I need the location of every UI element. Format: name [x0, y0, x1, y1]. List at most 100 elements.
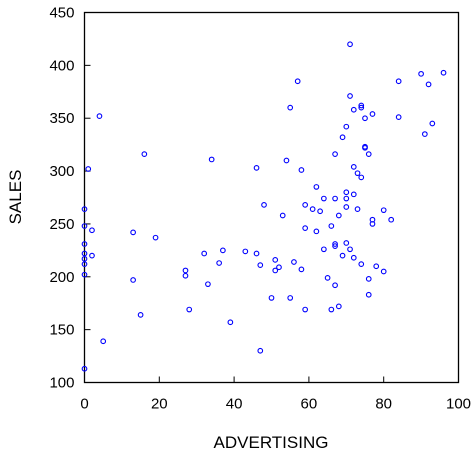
- data-point: [220, 247, 226, 254]
- data-point: [141, 151, 148, 158]
- data-point: [268, 295, 275, 301]
- data-point: [332, 282, 338, 289]
- y-tick-label: 450: [49, 5, 74, 22]
- data-points: [81, 41, 447, 372]
- data-point: [317, 208, 323, 215]
- data-point: [328, 306, 335, 313]
- data-point: [343, 240, 350, 246]
- x-tick-label: 60: [301, 396, 318, 413]
- data-point: [380, 268, 387, 275]
- data-point: [272, 267, 279, 274]
- data-point: [358, 104, 365, 111]
- data-point: [96, 113, 103, 119]
- data-point: [354, 170, 361, 177]
- data-point: [298, 167, 305, 173]
- data-point: [294, 78, 301, 85]
- data-point: [186, 306, 193, 313]
- data-point: [81, 271, 88, 278]
- data-point: [291, 259, 297, 265]
- data-point: [365, 276, 372, 282]
- x-tick-label: 20: [151, 396, 168, 413]
- data-point: [358, 261, 365, 267]
- data-point: [418, 70, 424, 77]
- data-point: [425, 81, 432, 88]
- data-point: [324, 274, 331, 281]
- data-point: [335, 303, 342, 310]
- data-point: [347, 41, 353, 48]
- data-point: [332, 151, 338, 158]
- data-point: [332, 243, 338, 249]
- data-point: [302, 225, 309, 232]
- data-point: [89, 227, 95, 234]
- data-point: [321, 246, 327, 253]
- x-tick-label: 40: [226, 396, 243, 413]
- data-point: [302, 202, 309, 208]
- data-point: [309, 206, 316, 212]
- data-point: [257, 262, 264, 269]
- data-point: [253, 250, 260, 257]
- data-point: [350, 254, 357, 261]
- data-point: [365, 291, 372, 298]
- data-point: [395, 78, 402, 85]
- data-point: [339, 252, 346, 259]
- data-point: [369, 111, 376, 117]
- y-tick-label: 400: [49, 57, 74, 74]
- data-point: [369, 216, 376, 223]
- data-point: [182, 272, 189, 279]
- data-point: [429, 120, 436, 127]
- data-point: [130, 277, 136, 283]
- data-point: [253, 165, 260, 171]
- x-axis-title: ADVERTISING: [214, 433, 329, 452]
- data-point: [388, 216, 395, 223]
- data-point: [201, 250, 208, 257]
- data-point: [321, 195, 327, 202]
- data-point: [350, 106, 357, 113]
- data-point: [373, 263, 380, 270]
- data-point: [81, 223, 88, 229]
- y-tick-label: 100: [49, 375, 74, 392]
- data-point: [283, 157, 290, 164]
- data-point: [81, 365, 88, 372]
- data-point: [354, 206, 361, 212]
- data-point: [343, 204, 350, 210]
- data-point: [313, 228, 320, 235]
- y-tick-label: 300: [49, 163, 74, 180]
- x-tick-label: 80: [375, 396, 392, 413]
- data-point: [343, 123, 350, 130]
- data-point: [335, 212, 342, 219]
- data-point: [440, 69, 447, 76]
- data-point: [130, 229, 136, 236]
- data-point: [395, 114, 402, 121]
- data-point: [347, 246, 353, 253]
- data-point: [365, 151, 372, 158]
- data-point: [242, 248, 249, 255]
- data-point: [421, 131, 428, 137]
- data-point: [81, 255, 88, 262]
- data-point: [332, 241, 338, 247]
- y-tick-label: 150: [49, 322, 74, 339]
- plot-frame: [83, 11, 460, 384]
- data-point: [272, 257, 279, 263]
- data-point: [261, 202, 267, 208]
- data-point: [257, 347, 264, 354]
- data-point: [81, 206, 88, 212]
- data-point: [350, 163, 357, 170]
- y-tick-label: 350: [49, 110, 74, 127]
- data-point: [276, 264, 282, 271]
- x-tick-label: 0: [80, 396, 88, 413]
- data-point: [339, 134, 346, 141]
- x-tick-label: 100: [446, 396, 471, 413]
- data-point: [89, 252, 95, 259]
- data-point: [358, 174, 365, 181]
- data-point: [343, 195, 350, 202]
- data-point: [362, 115, 368, 122]
- data-point: [358, 102, 365, 109]
- data-point: [81, 241, 88, 247]
- data-point: [380, 207, 387, 214]
- y-tick-label: 200: [49, 269, 74, 286]
- data-point: [81, 261, 88, 267]
- data-point: [362, 143, 368, 150]
- data-point: [205, 281, 211, 288]
- data-point: [343, 189, 350, 196]
